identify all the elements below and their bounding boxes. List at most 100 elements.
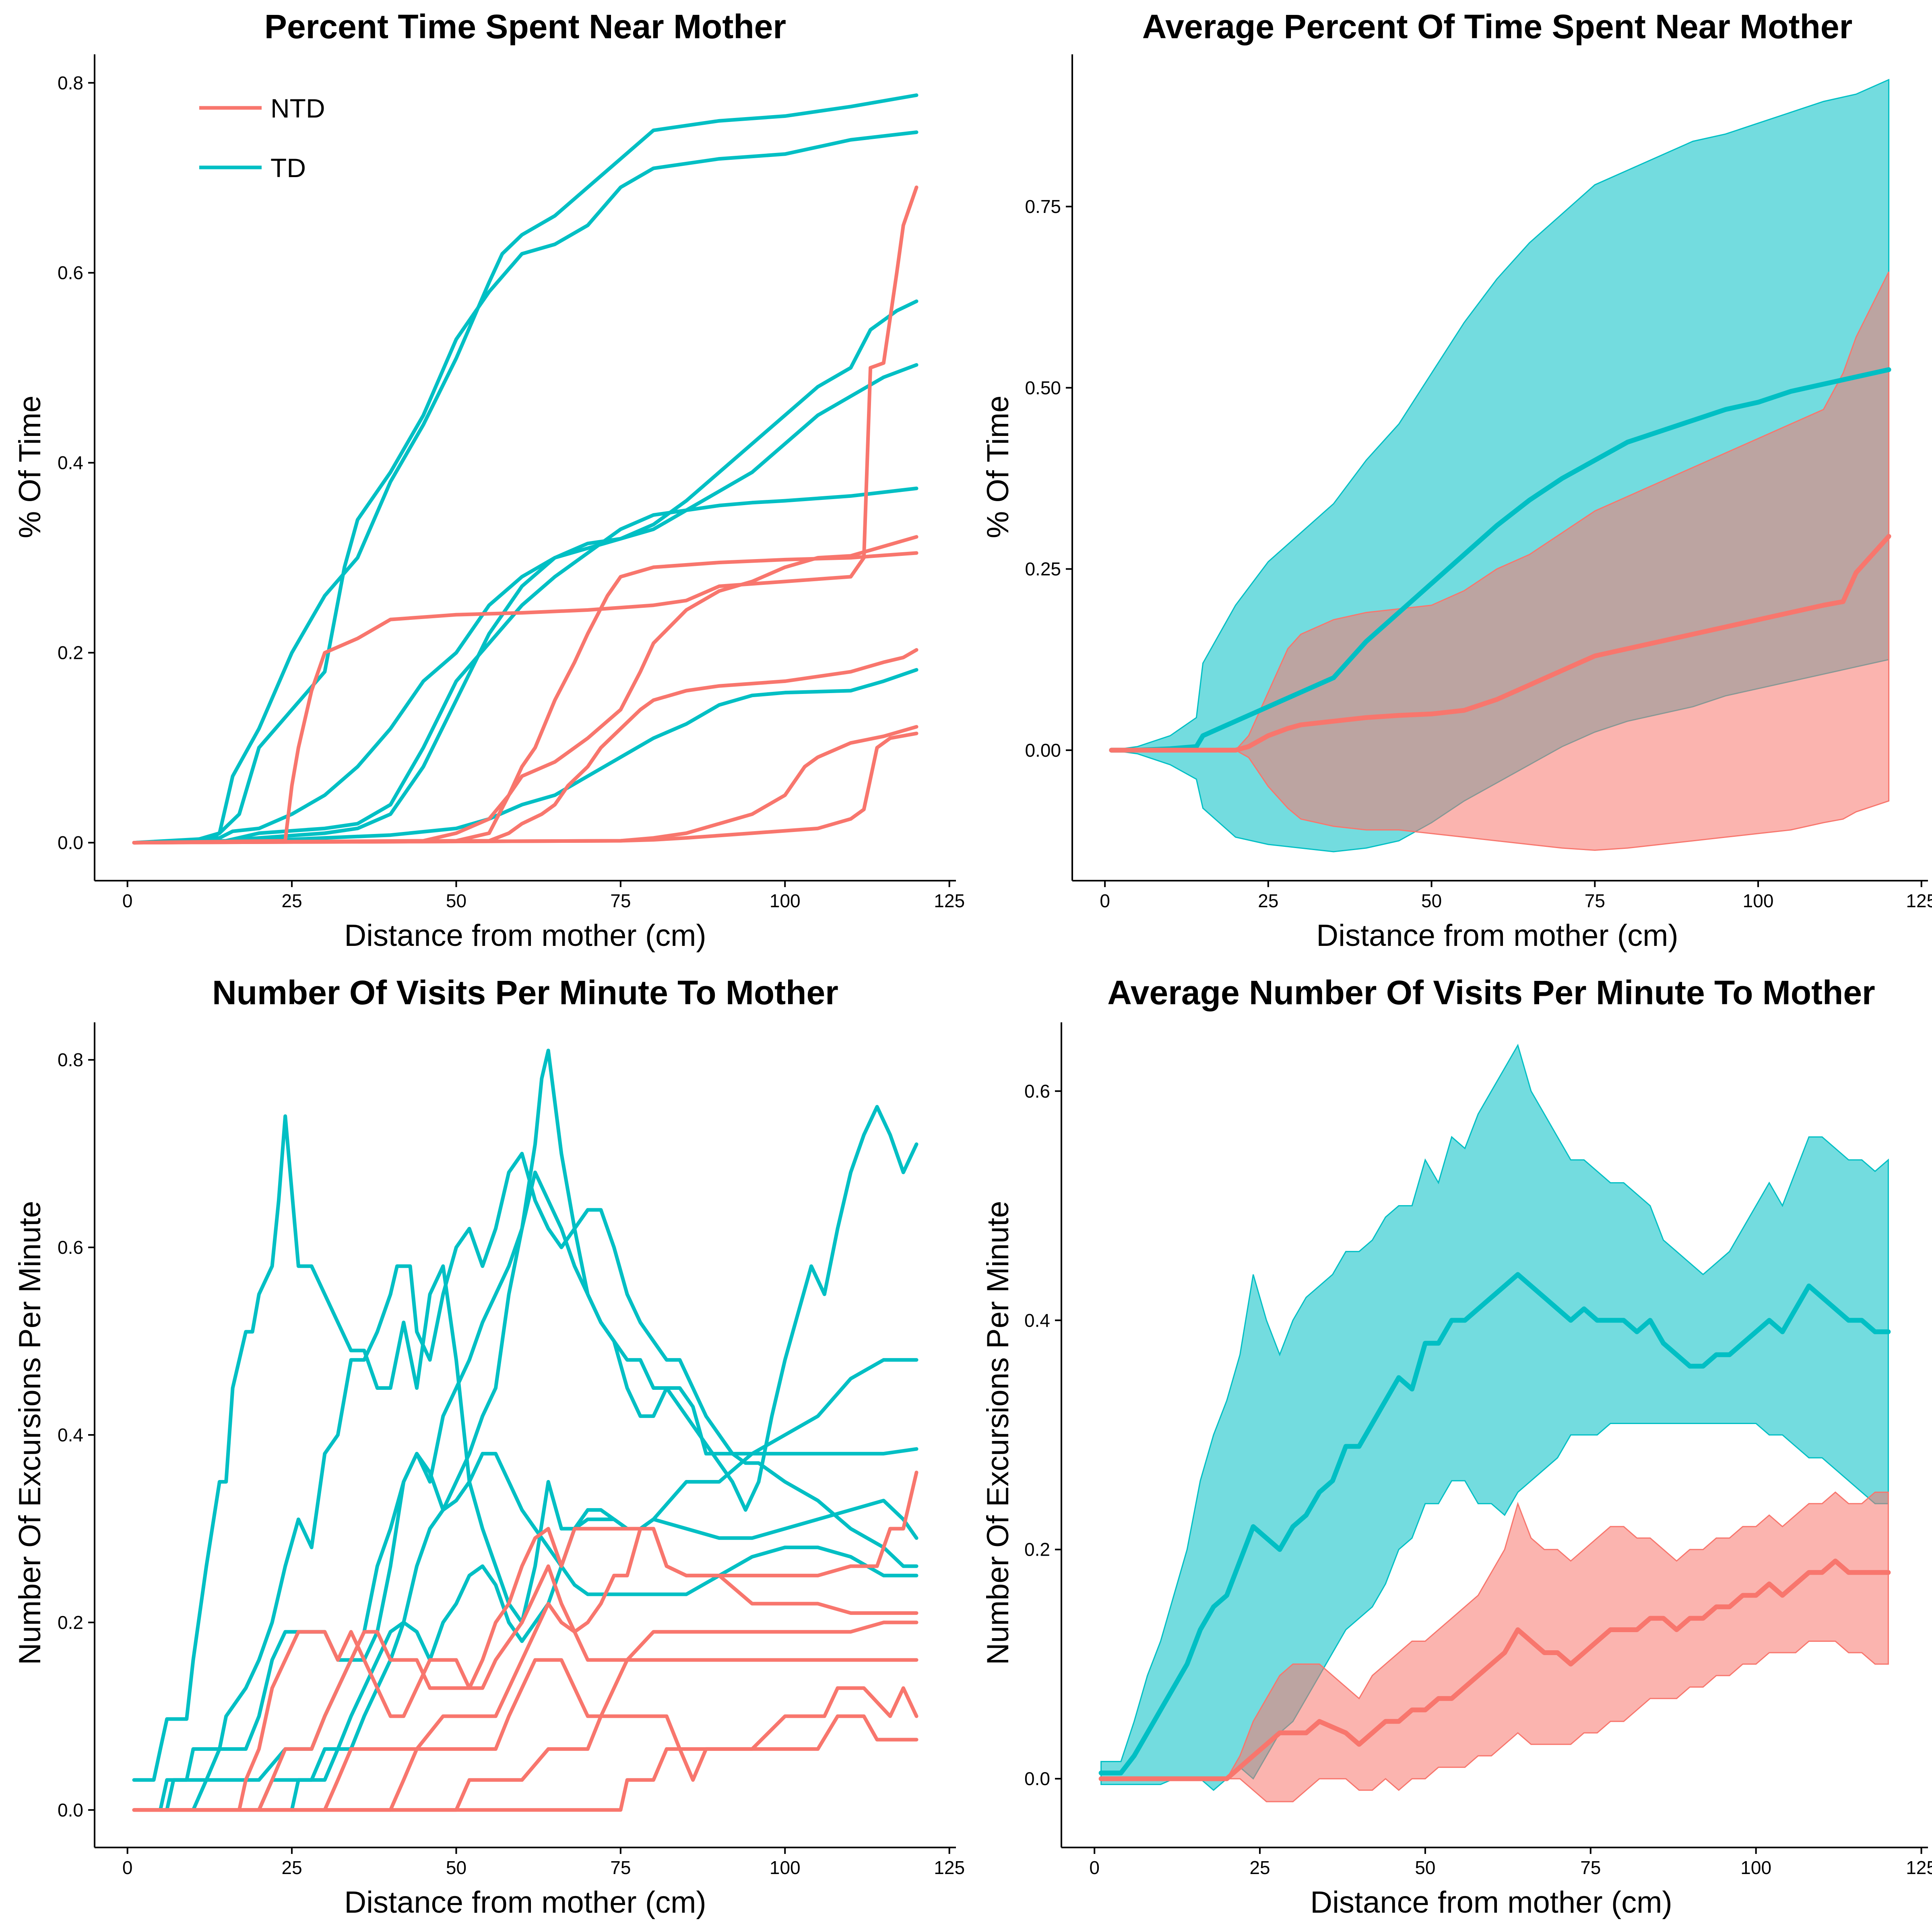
x-tick-label: 75: [1580, 1857, 1601, 1878]
y-tick-label: 0.2: [58, 1612, 83, 1633]
y-axis-title: % Of Time: [981, 396, 1015, 539]
series-line-td: [290, 1499, 919, 1812]
x-tick-label: 0: [122, 890, 133, 911]
y-tick-label: 0.0: [58, 1800, 83, 1821]
x-tick-label: 25: [281, 890, 302, 911]
mean-line-td: [1098, 1272, 1891, 1775]
series-line-td: [132, 486, 919, 845]
y-ticks: 0.00 0.25 0.50 0.75: [1025, 196, 1072, 761]
x-tick-label: 25: [1249, 1857, 1270, 1878]
y-tick-label: 0.50: [1025, 377, 1061, 398]
series-line-ntd: [132, 1714, 919, 1812]
series-line-ntd: [132, 648, 919, 845]
x-axis-title: Distance from mother (cm): [1310, 1885, 1672, 1920]
x-ticks: 0 25 50 75 100 125: [122, 881, 965, 911]
series-line-ntd: [132, 1620, 919, 1812]
x-tick-label: 50: [446, 890, 466, 911]
series-line-ntd: [132, 551, 919, 845]
y-tick-label: 0.6: [1024, 1081, 1050, 1102]
x-tick-label: 100: [770, 890, 801, 911]
plot-area: [1098, 1044, 1891, 1802]
y-tick-label: 0.0: [1024, 1768, 1050, 1789]
y-tick-label: 0.0: [58, 832, 83, 853]
y-ticks: 0.0 0.2 0.4 0.6 0.8: [58, 72, 95, 853]
y-tick-label: 0.4: [1024, 1310, 1050, 1331]
panel-title: Number Of Visits Per Minute To Mother: [212, 974, 838, 1011]
x-tick-label: 50: [1415, 1857, 1435, 1878]
x-tick-label: 75: [1585, 890, 1605, 911]
series-line-td: [257, 1452, 919, 1812]
series-line-ntd: [132, 535, 919, 845]
x-tick-label: 75: [610, 890, 631, 911]
series-line-ntd: [132, 1527, 919, 1812]
series-line-td: [132, 363, 919, 845]
x-tick-label: 125: [1906, 1857, 1932, 1878]
ribbon-ntd: [1101, 1491, 1889, 1802]
x-tick-label: 25: [1258, 890, 1278, 911]
x-tick-label: 0: [122, 1857, 133, 1878]
y-tick-label: 0.8: [58, 72, 83, 93]
x-tick-label: 75: [610, 1857, 631, 1878]
panel-title: Percent Time Spent Near Mother: [264, 8, 786, 45]
x-tick-label: 125: [934, 890, 965, 911]
y-tick-label: 0.8: [58, 1049, 83, 1070]
y-axis-title: Number Of Excursions Per Minute: [981, 1201, 1015, 1665]
series-line-td: [132, 93, 919, 845]
x-axis-title: Distance from mother (cm): [1316, 919, 1678, 953]
series-line-td: [132, 668, 919, 845]
y-ticks: 0.0 0.2 0.4 0.6: [1024, 1081, 1061, 1789]
x-tick-label: 50: [446, 1857, 466, 1878]
x-tick-label: 125: [1906, 890, 1932, 911]
y-tick-label: 0.2: [58, 642, 83, 663]
series-line-ntd: [132, 185, 919, 845]
mean-line-ntd: [1098, 1558, 1891, 1781]
x-axis-title: Distance from mother (cm): [344, 919, 706, 953]
y-tick-label: 0.2: [1024, 1539, 1050, 1560]
x-tick-label: 50: [1421, 890, 1442, 911]
y-axis-title: Number Of Excursions Per Minute: [13, 1201, 47, 1665]
series-line-ntd: [132, 1686, 919, 1812]
x-tick-label: 0: [1100, 890, 1110, 911]
y-ticks: 0.0 0.2 0.4 0.6 0.8: [58, 1049, 95, 1821]
x-tick-label: 100: [770, 1857, 801, 1878]
series-line-td: [132, 130, 919, 845]
panel-percent-time: Percent Time Spent Near Mother 0 25 50 75 10…: [13, 8, 965, 953]
x-ticks: 0 25 50 75 100 125: [122, 1847, 965, 1878]
y-axis-title: % Of Time: [13, 396, 47, 539]
x-tick-label: 25: [281, 1857, 302, 1878]
y-tick-label: 0.6: [58, 262, 83, 283]
mean-line-ntd: [1109, 534, 1891, 753]
y-tick-label: 0.4: [58, 1424, 83, 1445]
legend-label-td: TD: [270, 153, 306, 183]
series-line-ntd: [132, 1470, 919, 1812]
y-tick-label: 0.25: [1025, 559, 1061, 580]
panel-title: Average Number Of Visits Per Minute To M…: [1107, 974, 1875, 1011]
x-tick-label: 0: [1089, 1857, 1100, 1878]
ribbons: [1111, 78, 1890, 852]
panel-average-percent-time: Average Percent Of Time Spent Near Mothe…: [981, 8, 1932, 953]
plot-area: [132, 93, 919, 845]
legend-label-ntd: NTD: [270, 93, 325, 123]
y-tick-label: 0.75: [1025, 196, 1061, 217]
y-tick-label: 0.4: [58, 452, 83, 473]
legend: NTD TD: [199, 93, 325, 183]
x-ticks: 0 25 50 75 100 125: [1100, 881, 1932, 911]
y-tick-label: 0.6: [58, 1237, 83, 1258]
x-tick-label: 100: [1740, 1857, 1771, 1878]
series-line-ntd: [132, 1602, 919, 1812]
x-axis-title: Distance from mother (cm): [344, 1885, 706, 1920]
plot-area: [132, 1049, 919, 1812]
series-line-ntd: [132, 731, 919, 845]
series-line-td: [165, 1049, 919, 1812]
x-tick-label: 125: [934, 1857, 965, 1878]
x-ticks: 0 25 50 75 100 125: [1089, 1847, 1932, 1878]
panel-visits-per-minute: Number Of Visits Per Minute To Mother 0 2…: [13, 974, 965, 1920]
plot-area: [1109, 78, 1891, 852]
panel-average-visits-per-minute: Average Number Of Visits Per Minute To M…: [981, 974, 1932, 1920]
panel-title: Average Percent Of Time Spent Near Mothe…: [1142, 8, 1853, 45]
mean-line-td: [1109, 367, 1891, 753]
x-tick-label: 100: [1743, 890, 1774, 911]
y-tick-label: 0.00: [1025, 740, 1061, 761]
series-line-td: [191, 1105, 919, 1812]
